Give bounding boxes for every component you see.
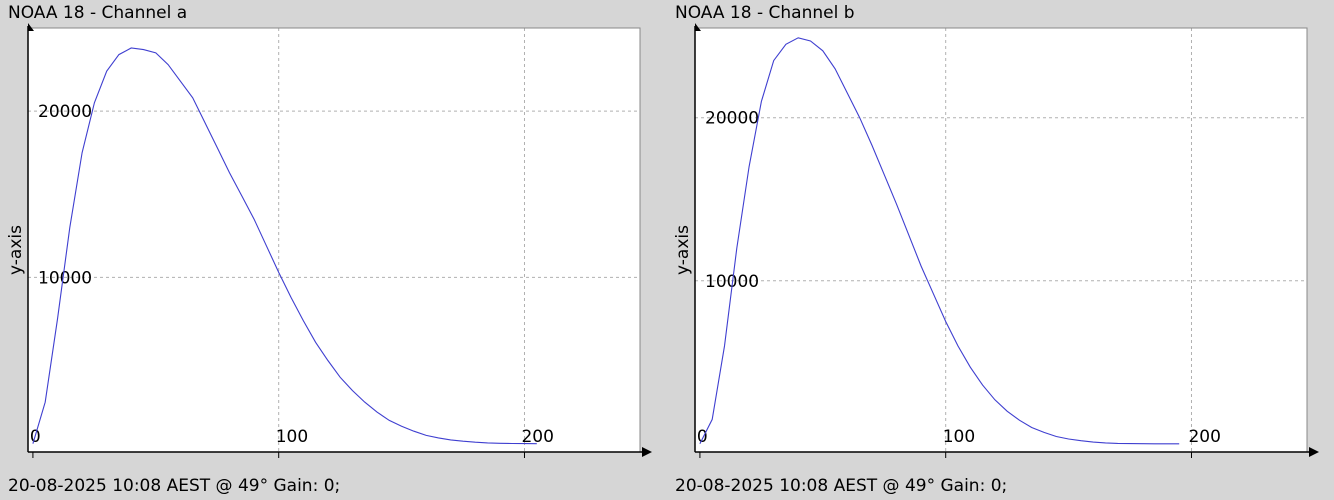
- chart-title: NOAA 18 - Channel a: [8, 3, 188, 23]
- x-tick-label: 200: [521, 427, 553, 447]
- x-axis-arrow: [1309, 447, 1319, 457]
- y-axis-arrow: [28, 23, 34, 31]
- x-tick-label: 200: [1188, 427, 1220, 447]
- y-tick-label: 20000: [38, 102, 92, 122]
- capture-info-footer: 20-08-2025 10:08 AEST @ 49° Gain: 0;: [8, 476, 341, 496]
- x-tick-label: 0: [697, 427, 708, 447]
- y-tick-label: 20000: [705, 109, 759, 129]
- chart-panel-b: NOAA 18 - Channel b 0 100 200 10000 20000 y-a…: [667, 0, 1334, 500]
- plot-area: [695, 28, 1307, 452]
- plot-area: [28, 28, 640, 452]
- chart-panel-a: NOAA 18 - Channel a 0 100 200 10000 20000 y-a…: [6, 3, 652, 496]
- chart-title: NOAA 18 - Channel b: [675, 3, 855, 23]
- x-tick-label: 100: [943, 427, 975, 447]
- y-axis-label: y-axis: [673, 225, 693, 275]
- x-axis-arrow: [642, 447, 652, 457]
- x-tick-label: 100: [276, 427, 308, 447]
- series-line: [699, 37, 1180, 445]
- series-line: [32, 47, 537, 445]
- y-axis-arrow: [695, 23, 701, 31]
- y-axis-label: y-axis: [6, 225, 26, 275]
- y-tick-label: 10000: [38, 268, 92, 288]
- capture-info-footer: 20-08-2025 10:08 AEST @ 49° Gain: 0;: [675, 476, 1008, 496]
